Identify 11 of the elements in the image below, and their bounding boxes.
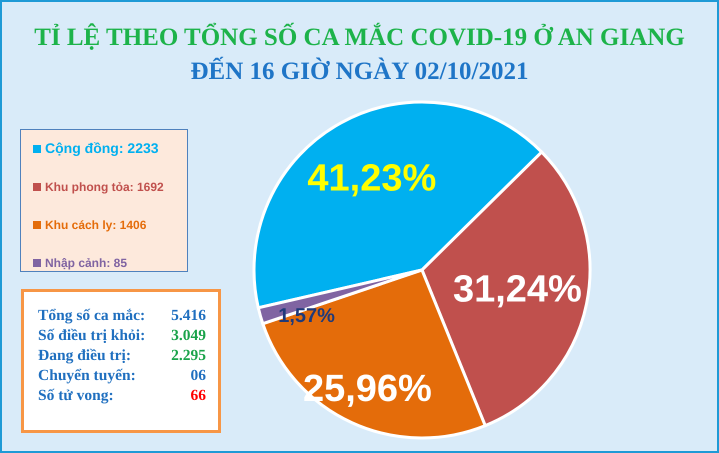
chart-title: TỈ LỆ THEO TỔNG SỐ CA MẮC COVID-19 Ở AN GIANG [33, 24, 686, 52]
data-label: 25,96% [302, 368, 432, 410]
data-label: 1,57% [278, 305, 336, 328]
legend-label: Nhập cảnh: 85 [45, 256, 128, 270]
legend-label: Khu phong tỏa: 1692 [45, 180, 164, 194]
data-label: 31,24% [452, 268, 582, 311]
data-label: 41,23% [307, 158, 436, 200]
chart-subtitle: ĐẾN 16 GIỜ NGÀY 02/10/2021 [190, 58, 530, 86]
legend-label: Cộng đồng: 2233 [45, 140, 159, 156]
legend-label: Khu cách ly: 1406 [45, 218, 146, 232]
stats-panel: Tổng số ca mắc: 5.416 Số điều trị khỏi: 3.049 Đang điều trị: 2.295 Chuyển tuyến: 06 Số tử vong: 66 [21, 289, 221, 433]
